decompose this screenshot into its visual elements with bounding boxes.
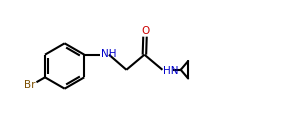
Text: HN: HN — [163, 66, 178, 76]
Text: NH: NH — [101, 48, 116, 58]
Text: O: O — [141, 26, 150, 36]
Text: Br: Br — [23, 80, 35, 89]
